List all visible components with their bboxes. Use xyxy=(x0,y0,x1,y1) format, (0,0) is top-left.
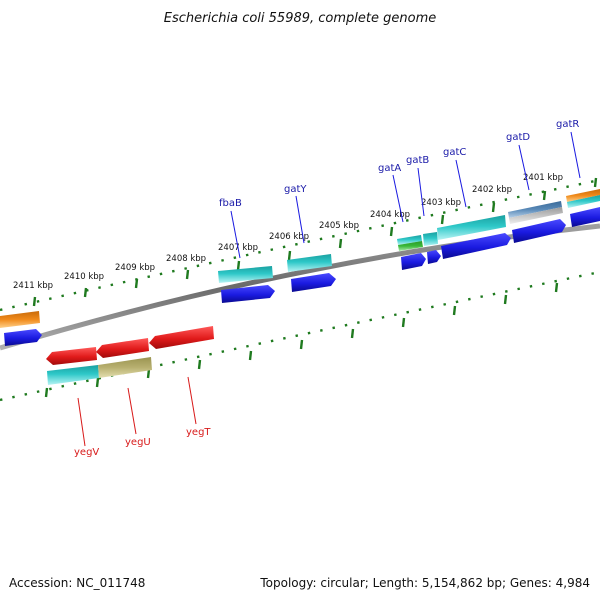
gene-label-yegT[interactable]: yegT xyxy=(186,427,211,438)
gene-label-yegU[interactable]: yegU xyxy=(125,437,151,448)
lower-tick-ruler xyxy=(0,270,600,402)
cds-arrow[interactable] xyxy=(427,250,441,264)
kbp-label: 2404 kbp xyxy=(370,210,410,220)
gene-label-gatD[interactable]: gatD xyxy=(506,132,530,143)
gene-feature-cog[interactable] xyxy=(218,266,273,283)
kbp-label: 2401 kbp xyxy=(523,173,563,183)
gene-feature-cog[interactable] xyxy=(509,207,563,224)
gene-feature-cog[interactable] xyxy=(437,215,506,240)
kbp-label: 2410 kbp xyxy=(64,272,104,282)
gene-feature-cog[interactable] xyxy=(397,235,422,245)
reverse-leader-lines xyxy=(77,376,197,447)
reverse-gene-labels: yegT yegU yegV xyxy=(74,427,211,458)
gene-feature-cog[interactable] xyxy=(47,365,99,385)
accession-text: Accession: NC_011748 xyxy=(9,576,145,590)
cds-arrow[interactable] xyxy=(512,219,566,243)
gene-feature-cog[interactable] xyxy=(98,357,152,378)
lower-major-ticks xyxy=(44,282,559,398)
topology-text: Topology: circular; Length: 5,154,862 bp… xyxy=(259,576,590,590)
cds-arrow[interactable] xyxy=(441,233,511,259)
cds-arrow[interactable] xyxy=(149,326,214,349)
gene-label-gatR[interactable]: gatR xyxy=(556,119,579,130)
gene-feature-cog[interactable] xyxy=(566,189,600,202)
forward-cds-arrows xyxy=(4,207,600,346)
gene-feature-cog[interactable] xyxy=(423,232,438,246)
cds-arrow[interactable] xyxy=(291,273,336,292)
kbp-label: 2402 kbp xyxy=(472,185,512,195)
gene-feature-cog[interactable] xyxy=(287,254,332,272)
cds-arrow[interactable] xyxy=(4,329,42,346)
map-title: Escherichia coli 55989, complete genome xyxy=(164,11,436,26)
kbp-label: 2403 kbp xyxy=(421,198,461,208)
forward-cog-features xyxy=(0,189,600,328)
gene-label-yegV[interactable]: yegV xyxy=(74,447,99,458)
gene-label-fbaB[interactable]: fbaB xyxy=(219,198,242,209)
cds-arrow[interactable] xyxy=(401,253,426,270)
gene-feature-cog[interactable] xyxy=(0,311,40,328)
gene-label-gatA[interactable]: gatA xyxy=(378,163,401,174)
kbp-label: 2406 kbp xyxy=(269,232,309,242)
gene-label-gatB[interactable]: gatB xyxy=(406,155,429,166)
cds-arrow[interactable] xyxy=(96,338,149,358)
cds-arrow[interactable] xyxy=(221,285,275,303)
gene-feature-cog[interactable] xyxy=(398,241,423,251)
gene-feature-cog[interactable] xyxy=(567,195,600,208)
gene-label-gatC[interactable]: gatC xyxy=(443,147,466,158)
forward-gene-labels: gatR gatD gatC gatB gatA gatY fbaB xyxy=(219,119,579,209)
kbp-label: 2405 kbp xyxy=(319,221,359,231)
kbp-label: 2409 kbp xyxy=(115,263,155,273)
gene-label-gatY[interactable]: gatY xyxy=(284,184,307,195)
reverse-cds-arrows xyxy=(46,326,214,365)
kbp-label: 2411 kbp xyxy=(13,281,53,291)
cds-arrow[interactable] xyxy=(46,347,97,365)
gene-feature-cog[interactable] xyxy=(508,201,562,218)
kbp-label: 2408 kbp xyxy=(166,254,206,264)
reverse-cog-features xyxy=(47,357,152,385)
cds-arrow[interactable] xyxy=(570,207,600,227)
forward-leader-lines xyxy=(230,131,581,259)
upper-major-ticks xyxy=(32,177,598,307)
